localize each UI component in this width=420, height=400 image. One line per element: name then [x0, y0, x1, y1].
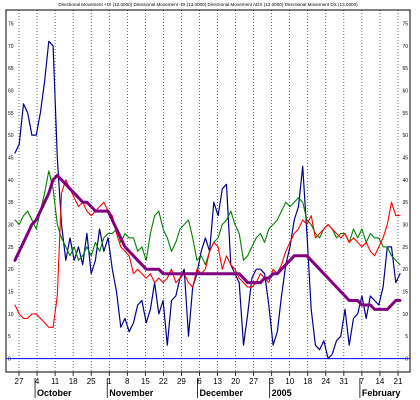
x-tick-label: 3 — [269, 377, 274, 386]
x-axis: 27 4 11 18 25 1 8 15 22 29 6 13 20 27 3 10 18 24 31 7 14 21Oc… — [15, 372, 403, 398]
series-line-1 — [14, 40, 401, 360]
x-tick-label: 10 — [285, 377, 294, 386]
x-tick-label: 20 — [231, 377, 240, 386]
y-tick-label-right: 35 — [402, 200, 408, 206]
month-label: December — [199, 388, 243, 398]
y-tick-label-left: 25 — [8, 245, 14, 251]
x-tick-label: 21 — [394, 377, 403, 386]
y-tick-label-right: 45 — [402, 155, 408, 161]
x-tick-label: 27 — [249, 377, 258, 386]
y-tick-label-left: 75 — [8, 21, 14, 27]
y-tick-label-right: 30 — [402, 223, 408, 229]
y-tick-label-left: 65 — [8, 66, 14, 72]
month-label: February — [362, 388, 401, 398]
y-tick-label-left: 5 — [8, 334, 11, 340]
y-tick-label-left: 40 — [8, 178, 14, 184]
x-tick-label: 8 — [125, 377, 130, 386]
y-tick-label-right: 70 — [402, 44, 408, 50]
x-tick-label: 14 — [375, 377, 384, 386]
x-tick-label: 1 — [107, 377, 112, 386]
y-tick-label-left: 30 — [8, 223, 14, 229]
grid — [18, 10, 399, 372]
x-tick-label: 29 — [177, 377, 186, 386]
x-tick-label: 18 — [303, 377, 312, 386]
month-label: November — [109, 388, 154, 398]
series-lines — [13, 40, 402, 360]
y-tick-label-right: 50 — [402, 133, 408, 139]
y-tick-label-right: 15 — [402, 290, 408, 296]
x-tick-label: 31 — [339, 377, 348, 386]
x-tick-label: 13 — [213, 377, 222, 386]
plot-frame — [5, 9, 411, 373]
y-tick-label-left: 10 — [8, 312, 14, 318]
series-line-4 — [13, 173, 402, 311]
y-tick-label-right: 25 — [402, 245, 408, 251]
x-tick-label: 25 — [87, 377, 96, 386]
chart-title: Directional Movement +DI (13.0000) Direc… — [58, 2, 358, 7]
y-tick-label-right: 0 — [405, 357, 408, 363]
y-tick-label-left: 0 — [8, 357, 11, 363]
y-tick-label-right: 65 — [402, 66, 408, 72]
month-label: 2005 — [272, 388, 292, 398]
y-tick-label-left: 55 — [8, 111, 14, 117]
y-tick-label-left: 60 — [8, 88, 14, 94]
y-tick-label-right: 10 — [402, 312, 408, 318]
x-tick-label: 6 — [197, 377, 202, 386]
x-tick-label: 4 — [35, 377, 40, 386]
y-tick-label-right: 20 — [402, 267, 408, 273]
month-label: October — [37, 388, 72, 398]
y-tick-label-right: 55 — [402, 111, 408, 117]
y-tick-label-right: 60 — [402, 88, 408, 94]
x-tick-label: 24 — [321, 377, 330, 386]
y-tick-label-right: 75 — [402, 21, 408, 27]
y-tick-label-left: 20 — [8, 267, 14, 273]
y-tick-label-left: 15 — [8, 290, 14, 296]
y-tick-label-right: 5 — [405, 334, 408, 340]
series-line-3 — [14, 179, 401, 328]
x-tick-label: 27 — [15, 377, 24, 386]
y-tick-label-right: 40 — [402, 178, 408, 184]
x-tick-label: 11 — [51, 377, 60, 386]
y-tick-label-left: 70 — [8, 44, 14, 50]
x-tick-label: 15 — [141, 377, 150, 386]
y-tick-label-left: 35 — [8, 200, 14, 206]
x-tick-label: 18 — [69, 377, 78, 386]
y-tick-label-left: 50 — [8, 133, 14, 139]
x-tick-label: 22 — [159, 377, 168, 386]
x-tick-label: 7 — [360, 377, 365, 386]
y-tick-label-left: 45 — [8, 155, 14, 161]
